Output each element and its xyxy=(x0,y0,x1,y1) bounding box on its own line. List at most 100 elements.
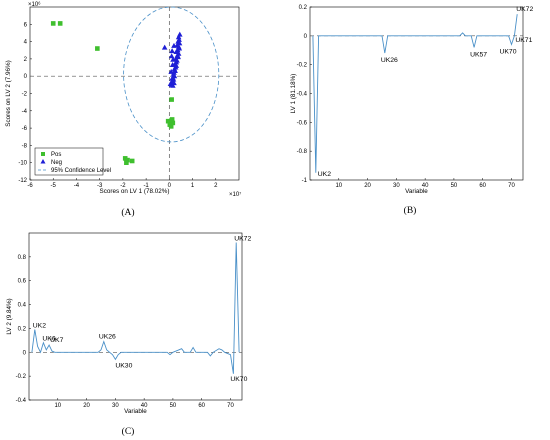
pos-point xyxy=(165,118,171,124)
x-tick-label: 1 xyxy=(191,183,195,189)
legend-label-pos: Pos xyxy=(51,152,61,158)
panel-a: -6 -5 -4 -3 -2 -1 0 1 2-12-10-8-6-4-20246Scores … xyxy=(5,1,241,218)
x-tick-label: -2 xyxy=(120,183,126,189)
pos-point xyxy=(125,157,130,163)
panel-b: 10 20 30 40 50 60 70 -1 -0.8 -0.6 -0.4 -0.2 0 0.2 Vari… xyxy=(290,5,533,216)
y-tick-label: 2 xyxy=(24,57,28,63)
x-tick-label: 20 xyxy=(83,403,90,409)
y-tick-label: -0.2 xyxy=(16,374,27,380)
x-axis-label: Variable xyxy=(124,408,147,415)
y-tick-label: 4 xyxy=(24,40,28,46)
plot-frame xyxy=(309,6,524,181)
neg-point xyxy=(161,44,168,50)
legend-marker-pos xyxy=(41,152,45,156)
y-tick-label: 0.2 xyxy=(18,326,27,332)
neg-point xyxy=(169,75,175,81)
y-tick-label: -0.8 xyxy=(297,149,308,155)
annotation-label: UK2 xyxy=(33,323,46,330)
neg-point xyxy=(168,53,175,59)
legend-marker-neg xyxy=(40,159,46,164)
x-axis-label: Variable xyxy=(405,188,428,195)
x-tick-label: 0 xyxy=(168,183,172,189)
y-tick-label: -8 xyxy=(22,143,28,149)
pos-point xyxy=(170,120,176,126)
y-tick-label: 0.6 xyxy=(18,279,27,285)
y-tick-label: 0.8 xyxy=(18,255,27,261)
annotation-label: UK72 xyxy=(516,6,533,13)
y-tick-label: -1 xyxy=(302,178,308,184)
panel-c: 10 20 30 40 50 60 70 -0.4 -0.2 0 0.2 0.4 0.6 0.8 Varia… xyxy=(6,232,251,437)
x-tick-label: 60 xyxy=(479,183,486,189)
confidence-ellipse xyxy=(123,6,220,143)
annotation-label: UK26 xyxy=(99,334,116,341)
pos-point xyxy=(169,118,174,123)
y-tick-label: -10 xyxy=(18,161,27,167)
legend-label-ellipse: 95% Confidence Level xyxy=(51,168,111,174)
neg-point xyxy=(167,80,174,86)
y-tick-label: -2 xyxy=(22,92,28,98)
x-tick-label: 30 xyxy=(393,183,400,189)
neg-point xyxy=(168,68,174,74)
annotation-label: UK72 xyxy=(234,236,251,243)
y-tick-label: -0.6 xyxy=(297,120,308,126)
x-tick-label: 40 xyxy=(141,403,148,409)
x-tick-label: -6 xyxy=(27,183,33,189)
y-tick-label: 0.4 xyxy=(18,303,27,309)
x-tick-label: 10 xyxy=(335,183,342,189)
x-tick-label: -5 xyxy=(51,183,57,189)
y-exponent: ×10⁶ xyxy=(28,1,41,8)
x-tick-label: 50 xyxy=(170,403,177,409)
y-tick-label: -0.2 xyxy=(297,63,308,69)
annotation-label: UK26 xyxy=(381,57,398,64)
x-tick-label: 50 xyxy=(451,183,458,189)
pos-point xyxy=(168,124,174,129)
loading-line xyxy=(31,242,240,374)
y-tick-label: -4 xyxy=(22,109,28,115)
pos-point xyxy=(95,46,100,51)
x-axis-label: Scores on LV 1 (78.02%) xyxy=(100,188,170,195)
annotation-label: UK70 xyxy=(499,48,516,55)
annotation-label: UK2 xyxy=(318,171,331,178)
y-axis-label: LV 1 (81.18%) xyxy=(290,74,297,114)
neg-point xyxy=(169,61,176,67)
neg-point xyxy=(170,56,176,62)
panel-label: (B) xyxy=(404,205,417,216)
panel-label: (A) xyxy=(121,207,134,218)
x-tick-label: 40 xyxy=(422,183,429,189)
pos-point xyxy=(57,21,63,26)
plot-frame xyxy=(28,232,243,401)
pos-point xyxy=(129,158,135,164)
y-tick-label: 0 xyxy=(23,350,27,356)
loading-line xyxy=(312,14,518,173)
pos-point xyxy=(122,156,128,161)
y-tick-label: 0 xyxy=(304,34,308,40)
neg-point xyxy=(169,48,175,54)
annotation-label: UK6 xyxy=(42,336,55,343)
x-tick-label: 70 xyxy=(508,183,515,189)
pos-point xyxy=(50,21,56,26)
annotation-label: UK57 xyxy=(470,51,487,58)
legend-box xyxy=(34,147,104,176)
x-tick-label: 30 xyxy=(112,403,119,409)
x-tick-label: 2 xyxy=(214,183,218,189)
x-tick-label: -3 xyxy=(97,183,103,189)
panel-label: (C) xyxy=(122,426,135,437)
x-tick-label: -4 xyxy=(74,183,80,189)
y-tick-label: 0.2 xyxy=(299,5,308,11)
x-tick-label: -1 xyxy=(143,183,149,189)
x-tick-label: 20 xyxy=(364,183,371,189)
y-tick-label: -12 xyxy=(18,178,27,184)
y-axis-label: LV 2 (9.84%) xyxy=(6,298,13,334)
x-tick-label: 60 xyxy=(198,403,205,409)
pos-point xyxy=(169,97,174,102)
annotation-label: UK71 xyxy=(515,37,532,44)
legend-label-neg: Neg xyxy=(51,160,62,166)
x-exponent: ×10⁷ xyxy=(229,191,241,198)
x-tick-label: 70 xyxy=(227,403,234,409)
y-tick-label: -0.4 xyxy=(16,398,27,404)
y-tick-label: 0 xyxy=(24,74,28,80)
y-tick-label: -6 xyxy=(22,126,28,132)
neg-point xyxy=(171,42,177,48)
annotation-label: UK70 xyxy=(230,376,247,383)
